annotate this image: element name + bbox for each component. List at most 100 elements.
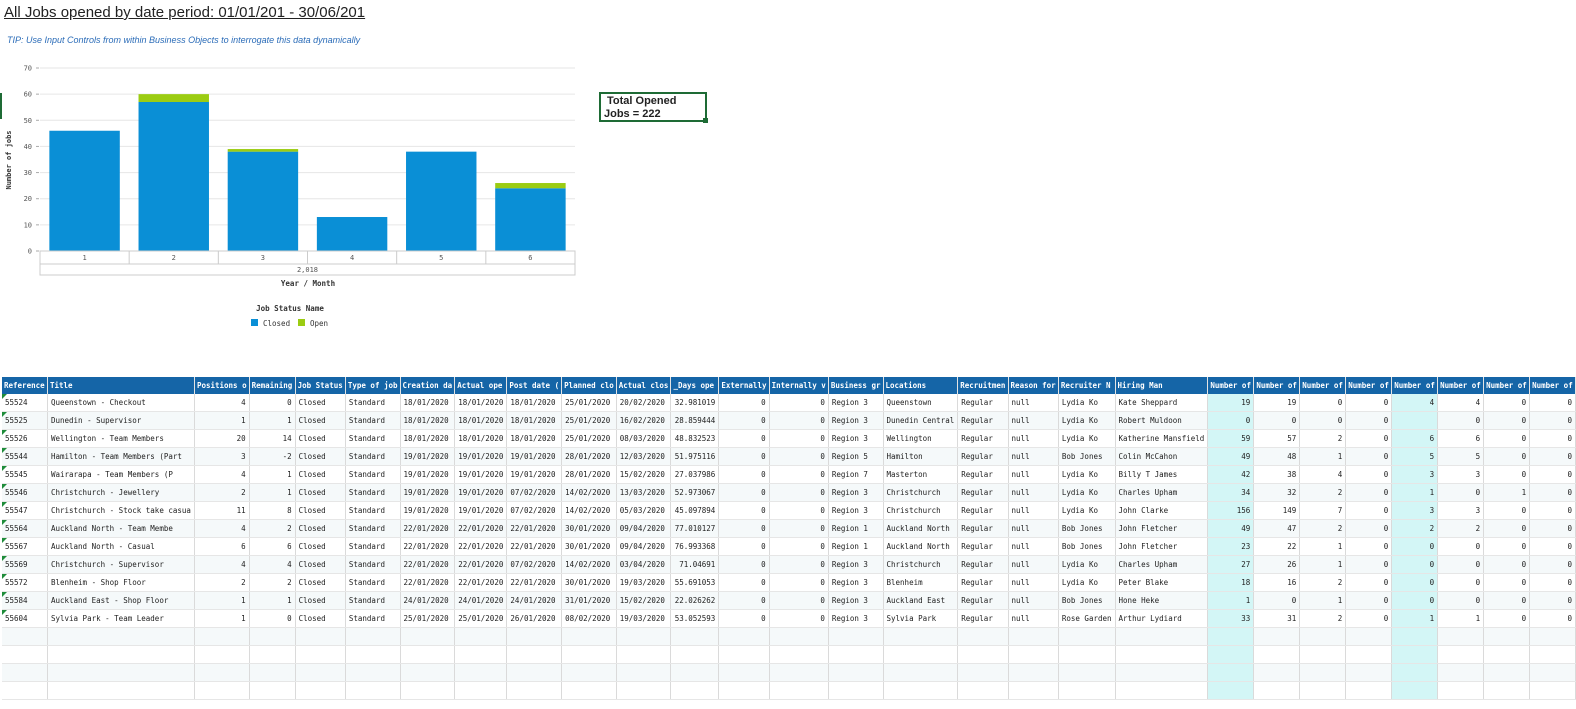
table-cell[interactable]: 3	[1391, 465, 1439, 484]
table-cell[interactable]: 19	[1253, 394, 1301, 412]
empty-cell[interactable]	[194, 663, 250, 682]
table-cell[interactable]: Regular	[957, 591, 1009, 610]
empty-cell[interactable]	[345, 645, 401, 664]
empty-cell[interactable]	[1437, 645, 1485, 664]
table-cell[interactable]: 1	[1299, 537, 1347, 556]
empty-cell[interactable]	[1008, 645, 1059, 664]
empty-cell[interactable]	[1115, 627, 1209, 646]
table-cell[interactable]: 6	[249, 537, 296, 556]
empty-cell[interactable]	[957, 681, 1009, 700]
table-cell[interactable]: 0	[1529, 501, 1576, 520]
empty-cell[interactable]	[769, 681, 829, 700]
empty-cell[interactable]	[1008, 681, 1059, 700]
table-cell[interactable]: 31/01/2020	[561, 591, 617, 610]
table-cell[interactable]: 0	[769, 537, 829, 556]
table-cell[interactable]: 51.975116	[670, 447, 720, 466]
table-cell[interactable]: Standard	[345, 501, 401, 520]
table-cell[interactable]: Bob Jones	[1058, 537, 1116, 556]
table-cell[interactable]: 0	[1483, 465, 1531, 484]
table-cell[interactable]: Closed	[295, 501, 346, 520]
empty-cell[interactable]	[47, 681, 195, 700]
table-cell[interactable]: 4	[194, 555, 250, 574]
table-cell[interactable]: 42	[1207, 465, 1255, 484]
table-cell[interactable]: Standard	[345, 555, 401, 574]
empty-cell[interactable]	[670, 645, 720, 664]
empty-cell[interactable]	[1115, 681, 1209, 700]
table-cell[interactable]: 0	[1299, 411, 1347, 430]
table-cell[interactable]: 0	[1529, 519, 1576, 538]
table-cell[interactable]: 19/01/2020	[400, 465, 456, 484]
table-cell[interactable]: 2	[1299, 519, 1347, 538]
empty-cell[interactable]	[1529, 681, 1576, 700]
table-cell[interactable]: 0	[1437, 411, 1485, 430]
table-cell[interactable]: 8	[249, 501, 296, 520]
table-cell[interactable]: 0	[1345, 447, 1393, 466]
table-cell[interactable]: 22/01/2020	[454, 573, 508, 592]
empty-cell[interactable]	[1345, 681, 1393, 700]
table-cell[interactable]: 53.052593	[670, 609, 720, 628]
empty-cell[interactable]	[769, 645, 829, 664]
empty-cell[interactable]	[249, 627, 296, 646]
table-cell[interactable]: Wairarapa - Team Members (P	[47, 465, 195, 484]
table-cell[interactable]: 0	[1529, 411, 1576, 430]
bar-closed[interactable]	[49, 130, 120, 251]
table-row[interactable]: 55569 Christchurch - Supervisor 4 4 Closed St…	[2, 555, 1576, 574]
table-cell[interactable]: 1	[1299, 447, 1347, 466]
table-cell[interactable]: 1	[249, 591, 296, 610]
empty-cell[interactable]	[2, 681, 48, 700]
table-cell[interactable]: 1	[1299, 555, 1347, 574]
table-cell[interactable]: Regular	[957, 411, 1009, 430]
table-cell[interactable]: 03/04/2020	[616, 555, 672, 574]
bar-open[interactable]	[227, 149, 299, 152]
table-cell[interactable]: Lydia Ko	[1058, 394, 1116, 412]
empty-cell[interactable]	[249, 663, 296, 682]
table-cell[interactable]	[1391, 411, 1439, 430]
empty-cell[interactable]	[506, 663, 563, 682]
table-cell[interactable]: 0	[1529, 429, 1576, 448]
table-cell[interactable]: 55546	[2, 483, 48, 502]
table-cell[interactable]: 25/01/2020	[454, 609, 508, 628]
table-cell[interactable]: 19/01/2020	[506, 465, 563, 484]
table-cell[interactable]: 28/01/2020	[561, 447, 617, 466]
table-cell[interactable]: Auckland North	[883, 519, 959, 538]
table-cell[interactable]: Lydia Ko	[1058, 465, 1116, 484]
table-cell[interactable]: Region 3	[828, 411, 884, 430]
empty-cell[interactable]	[718, 681, 770, 700]
table-cell[interactable]: 77.010127	[670, 519, 720, 538]
table-cell[interactable]: 0	[769, 519, 829, 538]
table-cell[interactable]: 0	[1529, 465, 1576, 484]
empty-cell[interactable]	[194, 645, 250, 664]
table-cell[interactable]: 0	[1345, 411, 1393, 430]
table-cell[interactable]: 0	[1483, 519, 1531, 538]
table-cell[interactable]: null	[1008, 411, 1059, 430]
table-cell[interactable]: 22/01/2020	[506, 573, 563, 592]
table-cell[interactable]: Regular	[957, 555, 1009, 574]
table-cell[interactable]: Closed	[295, 411, 346, 430]
empty-cell[interactable]	[1253, 663, 1301, 682]
table-cell[interactable]: 24/01/2020	[506, 591, 563, 610]
table-cell[interactable]: Closed	[295, 555, 346, 574]
table-cell[interactable]: 0	[1529, 609, 1576, 628]
table-cell[interactable]: 18/01/2020	[506, 411, 563, 430]
table-cell[interactable]: 20	[194, 429, 250, 448]
table-cell[interactable]: Standard	[345, 465, 401, 484]
column-header[interactable]: Actual ope	[454, 377, 508, 394]
table-cell[interactable]: 34	[1207, 483, 1255, 502]
table-row[interactable]: 55547 Christchurch - Stock take casua 11 8 C…	[2, 501, 1576, 520]
table-cell[interactable]: 0	[1345, 429, 1393, 448]
job-chart[interactable]: 0 10 20 30 40 50 60 70 1 2 3 4 5 6 2,018 Number of jo…	[0, 56, 590, 336]
table-cell[interactable]: Closed	[295, 591, 346, 610]
empty-cell[interactable]	[957, 627, 1009, 646]
table-cell[interactable]: Lydia Ko	[1058, 483, 1116, 502]
table-cell[interactable]: null	[1008, 394, 1059, 412]
table-cell[interactable]: Standard	[345, 519, 401, 538]
table-cell[interactable]: Blenheim	[883, 573, 959, 592]
table-cell[interactable]: -2	[249, 447, 296, 466]
table-cell[interactable]: 0	[718, 465, 770, 484]
table-cell[interactable]: 22/01/2020	[400, 555, 456, 574]
table-cell[interactable]: 0	[1345, 609, 1393, 628]
table-cell[interactable]: Bob Jones	[1058, 591, 1116, 610]
column-header[interactable]: Number of	[1299, 377, 1347, 394]
table-cell[interactable]: Regular	[957, 609, 1009, 628]
table-cell[interactable]: 45.097894	[670, 501, 720, 520]
